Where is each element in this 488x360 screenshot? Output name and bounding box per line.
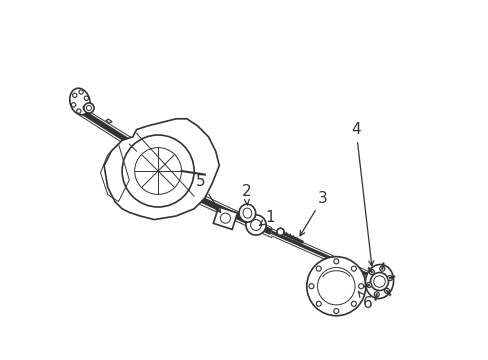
Circle shape	[72, 93, 77, 98]
Text: 5: 5	[195, 174, 220, 212]
Circle shape	[386, 275, 392, 280]
Circle shape	[79, 90, 83, 94]
Circle shape	[71, 103, 76, 107]
Text: 6: 6	[357, 291, 372, 311]
Circle shape	[373, 292, 379, 297]
Ellipse shape	[239, 204, 255, 222]
Circle shape	[366, 283, 371, 288]
Circle shape	[250, 220, 261, 230]
Bar	[213, 207, 237, 229]
Circle shape	[350, 266, 356, 271]
Circle shape	[333, 309, 338, 314]
Circle shape	[350, 301, 356, 306]
Circle shape	[77, 109, 81, 113]
Circle shape	[86, 105, 91, 111]
Ellipse shape	[365, 265, 393, 298]
Text: 2: 2	[241, 184, 251, 205]
Circle shape	[306, 257, 365, 316]
Circle shape	[370, 273, 387, 291]
Text: 1: 1	[259, 210, 274, 225]
Circle shape	[308, 284, 313, 289]
Ellipse shape	[70, 88, 90, 115]
Circle shape	[317, 267, 354, 305]
Text: 4: 4	[350, 122, 373, 266]
Ellipse shape	[243, 208, 251, 218]
Circle shape	[373, 276, 385, 287]
Circle shape	[84, 96, 88, 100]
Circle shape	[368, 270, 374, 275]
Circle shape	[316, 301, 321, 306]
Circle shape	[83, 105, 87, 110]
Circle shape	[220, 213, 230, 223]
Circle shape	[333, 259, 338, 264]
Circle shape	[316, 266, 321, 271]
Circle shape	[379, 266, 384, 271]
Text: 3: 3	[299, 190, 327, 236]
Polygon shape	[106, 119, 112, 123]
Polygon shape	[104, 119, 219, 220]
Circle shape	[358, 284, 363, 289]
Circle shape	[384, 288, 389, 293]
Circle shape	[84, 103, 94, 113]
Circle shape	[245, 215, 265, 235]
Circle shape	[276, 228, 284, 235]
